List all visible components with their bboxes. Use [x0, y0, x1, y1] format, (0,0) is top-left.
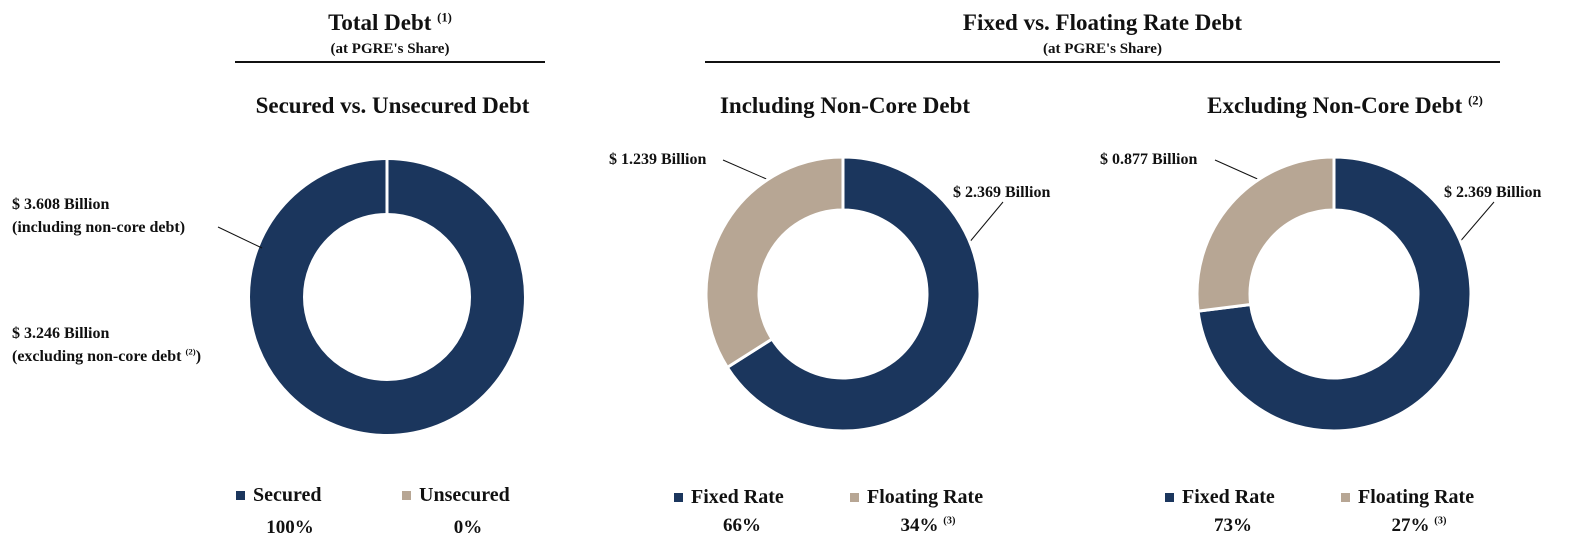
pct-including-floating: 34% (3)	[868, 515, 988, 537]
total-debt-header: Total Debt (1)	[235, 10, 545, 36]
donut-chart-secured-unsecured	[250, 159, 524, 434]
total-debt-note: (1)	[437, 10, 452, 25]
chart-2-title-text: Including Non-Core Debt	[719, 93, 971, 118]
leader-line-wrap-3	[967, 201, 1004, 245]
chart-3-title-text: Excluding Non-Core Debt	[1207, 93, 1463, 118]
value-label-including-floating: $ 1.239 Billion	[609, 151, 707, 168]
pct-excluding-floating-value: 27%	[1391, 515, 1430, 536]
legend-including-fixed-label: Fixed Rate	[691, 486, 784, 508]
legend-unsecured: Unsecured	[402, 484, 510, 507]
pct-secured-value: 100%	[266, 517, 314, 538]
annotation-excluding-non-core: $ 3.246 Billion (excluding non-core debt…	[12, 322, 201, 368]
legend-excluding-fixed: Fixed Rate	[1165, 486, 1275, 509]
total-debt-subtitle: (at PGRE's Share)	[330, 41, 450, 57]
pct-excluding-floating: 27% (3)	[1359, 515, 1479, 537]
legend-secured-swatch	[236, 491, 245, 500]
leader-line-wrap-2	[722, 159, 772, 182]
pct-including-floating-value: 34%	[900, 515, 939, 536]
slice-fixed-rate	[725, 155, 982, 433]
annotation-excluding-note: (2)	[185, 346, 196, 357]
slice-floating-rate	[704, 155, 845, 369]
annotation-excluding-suffix: )	[195, 348, 202, 365]
legend-including-floating: Floating Rate	[850, 486, 983, 509]
legend-secured-label: Secured	[253, 484, 322, 506]
legend-unsecured-label: Unsecured	[419, 484, 510, 506]
annotation-excluding-desc-wrap: (excluding non-core debt (2))	[12, 345, 201, 368]
annotation-excluding-amount: $ 3.246 Billion	[12, 325, 110, 342]
annotation-excluding-desc: (excluding non-core debt	[12, 348, 182, 365]
value-label-including-fixed: $ 2.369 Billion	[953, 184, 1051, 201]
pct-excluding-fixed: 73%	[1173, 515, 1293, 537]
pct-unsecured-value: 0%	[453, 517, 483, 538]
legend-excluding-floating: Floating Rate	[1341, 486, 1474, 509]
legend-excluding-floating-label: Floating Rate	[1358, 486, 1475, 508]
pct-including-floating-note: (3)	[943, 515, 956, 527]
pct-including-fixed-value: 66%	[723, 515, 761, 536]
pct-excluding-floating-note: (3)	[1434, 515, 1447, 527]
legend-including-floating-label: Floating Rate	[867, 486, 984, 508]
legend-excluding-fixed-swatch	[1165, 493, 1174, 502]
pct-excluding-fixed-value: 73%	[1214, 515, 1252, 536]
leader-line-wrap-4	[1214, 159, 1263, 182]
chart-3-title-note: (2)	[1468, 93, 1483, 108]
legend-including-floating-swatch	[850, 493, 859, 502]
legend-secured: Secured	[236, 484, 322, 507]
fixed-floating-subtitle: (at PGRE's Share)	[1043, 41, 1162, 57]
value-label-excluding-fixed: $ 2.369 Billion	[1444, 184, 1542, 201]
chart-3-title: Excluding Non-Core Debt (2)	[1150, 93, 1540, 119]
legend-including-fixed-swatch	[674, 493, 683, 502]
legend-unsecured-swatch	[402, 491, 411, 500]
donut-chart-excluding-non-core	[1195, 155, 1473, 433]
chart-1-title: Secured vs. Unsecured Debt	[190, 93, 595, 119]
slice-floating-rate	[1195, 155, 1336, 313]
legend-including-fixed: Fixed Rate	[674, 486, 784, 509]
chart-1-title-text: Secured vs. Unsecured Debt	[255, 93, 530, 118]
total-debt-rule	[235, 61, 545, 63]
legend-excluding-fixed-label: Fixed Rate	[1182, 486, 1275, 508]
leader-line-including	[217, 226, 263, 249]
pct-unsecured: 0%	[408, 517, 528, 539]
chart-2-title: Including Non-Core Debt	[660, 93, 1030, 119]
value-label-excluding-floating: $ 0.877 Billion	[1100, 151, 1198, 168]
fixed-floating-title: Fixed vs. Floating Rate Debt	[962, 10, 1243, 35]
donut-chart-including-non-core	[704, 155, 982, 433]
pct-secured: 100%	[230, 517, 350, 539]
slice-fixed-rate	[1196, 155, 1473, 433]
total-debt-title: Total Debt	[328, 10, 432, 35]
annotation-including-amount: $ 3.608 Billion	[12, 196, 110, 213]
leader-line-wrap-5	[1457, 201, 1495, 245]
annotation-including-desc: (including non-core debt)	[12, 219, 186, 236]
annotation-including-non-core: $ 3.608 Billion (including non-core debt…	[12, 193, 185, 239]
fixed-floating-rule	[705, 61, 1500, 63]
legend-excluding-floating-swatch	[1341, 493, 1350, 502]
pct-including-fixed: 66%	[682, 515, 802, 537]
